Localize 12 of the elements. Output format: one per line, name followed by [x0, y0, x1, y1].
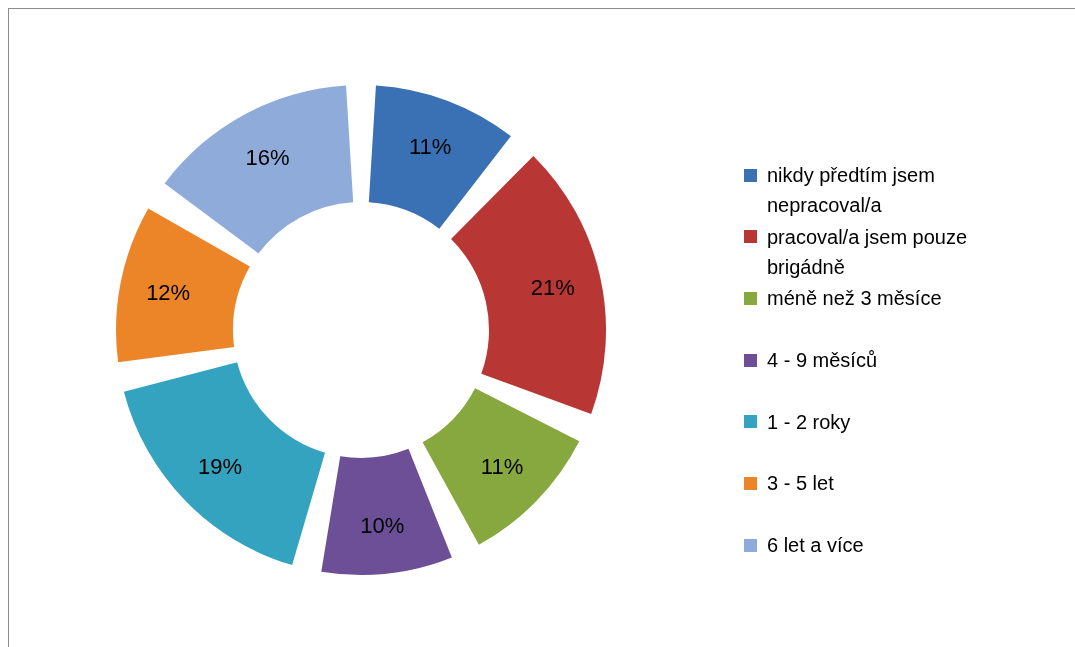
data-label: 21% [530, 274, 575, 300]
data-label: 11% [480, 454, 524, 480]
legend-label: 4 - 9 měsíců [767, 348, 879, 374]
data-label: 16% [245, 144, 290, 170]
data-label: 12% [146, 279, 191, 305]
legend-label: 6 let a více [767, 533, 865, 559]
data-label: 11% [408, 133, 452, 159]
legend-label: 3 - 5 let [767, 471, 835, 497]
legend-label: 1 - 2 roky [767, 409, 852, 435]
data-label: 19% [197, 454, 242, 480]
legend-label: méně než 3 měsíce [767, 286, 943, 312]
data-label: 10% [360, 512, 405, 538]
